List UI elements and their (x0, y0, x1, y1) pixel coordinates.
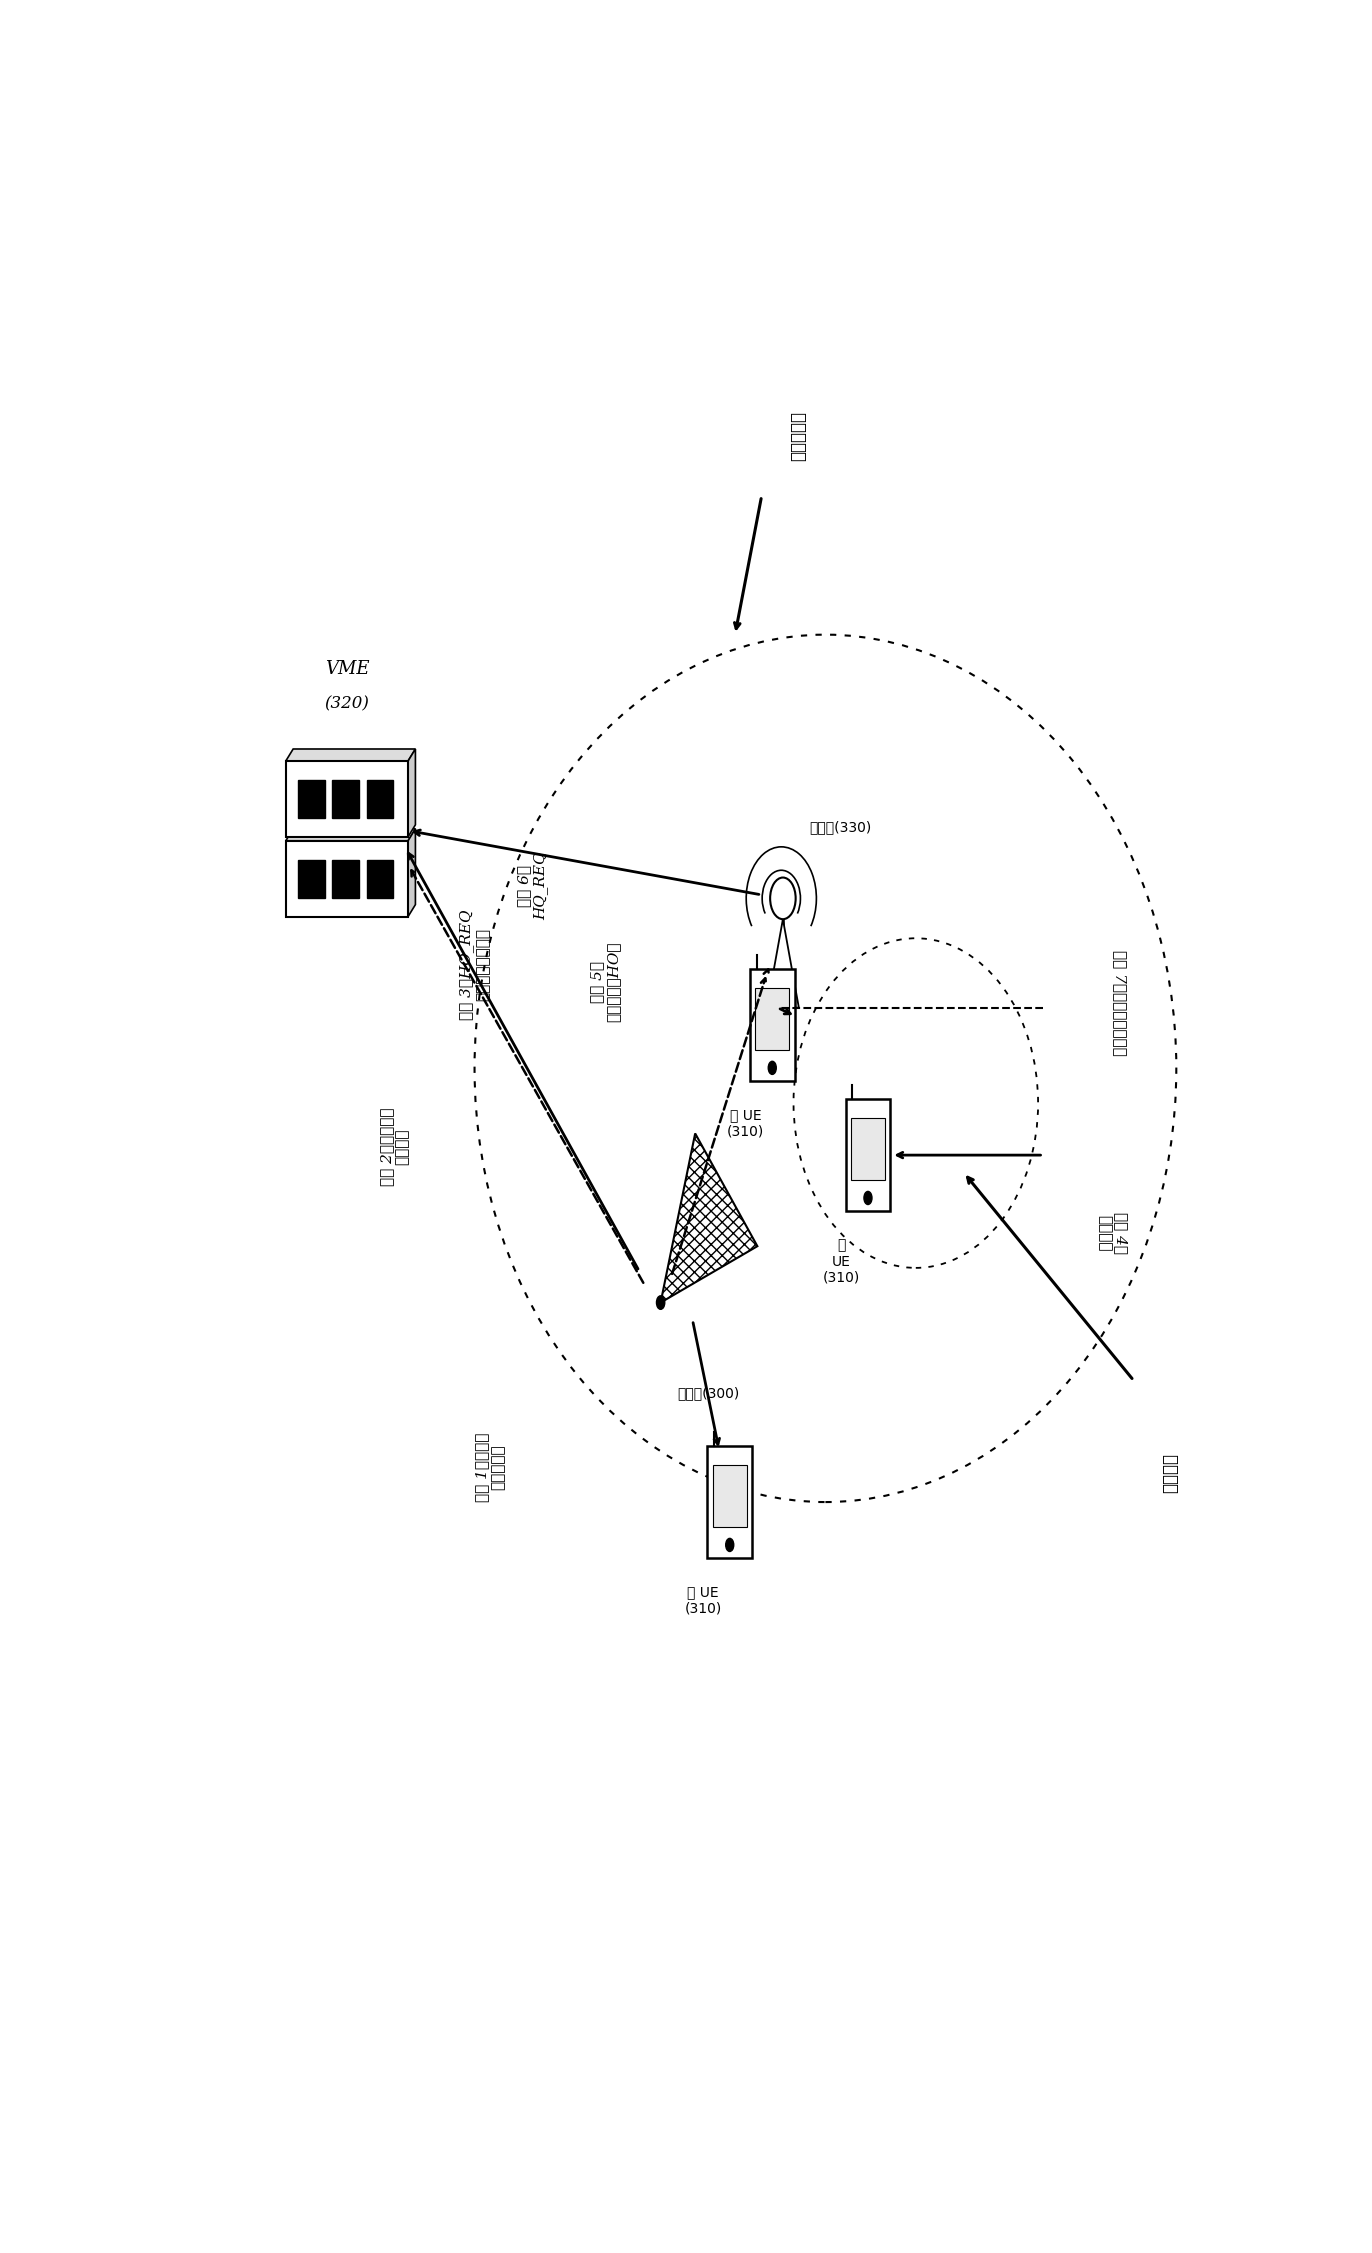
Circle shape (770, 876, 796, 919)
Bar (285, 762, 407, 836)
Text: 宏基站(300): 宏基站(300) (678, 1386, 740, 1399)
Text: 步骤 3：HO_REQ
（原因：消隐开）: 步骤 3：HO_REQ （原因：消隐开） (460, 908, 490, 1021)
Text: 步骤 1：设置两
个报告配置: 步骤 1：设置两 个报告配置 (475, 1433, 506, 1503)
Text: VME: VME (325, 660, 369, 678)
Bar (845, 1099, 890, 1212)
Text: 步骤 4：
开始消隐: 步骤 4： 开始消隐 (1098, 1212, 1128, 1255)
Polygon shape (767, 919, 799, 1007)
Text: 步骤 7：停止切换／消隐: 步骤 7：停止切换／消隐 (1113, 949, 1126, 1054)
Circle shape (656, 1295, 665, 1309)
Bar (750, 969, 794, 1081)
Bar (332, 780, 359, 818)
Text: 消隐触发点: 消隐触发点 (790, 412, 807, 462)
Text: 宏基站(330): 宏基站(330) (809, 820, 871, 834)
Text: 步骤 2：测量报告
（消隐）: 步骤 2：测量报告 （消隐） (380, 1106, 410, 1185)
Bar (298, 780, 325, 818)
Polygon shape (285, 748, 416, 762)
Text: (320): (320) (325, 696, 369, 712)
Circle shape (768, 1061, 777, 1075)
Text: 步骤 6：
HQ_REQ: 步骤 6： HQ_REQ (517, 852, 549, 921)
Polygon shape (407, 829, 416, 917)
Bar (285, 840, 407, 917)
Text: 步骤 5：
测量报告（HO）: 步骤 5： 测量报告（HO） (590, 942, 620, 1023)
Circle shape (726, 1539, 734, 1552)
Text: 宏 UE
(310): 宏 UE (310) (727, 1108, 764, 1138)
Polygon shape (285, 829, 416, 840)
Polygon shape (407, 748, 416, 836)
Bar (708, 1446, 752, 1559)
Circle shape (864, 1192, 873, 1205)
Bar (332, 861, 359, 897)
Bar (851, 1117, 885, 1181)
Bar (756, 989, 789, 1050)
Text: 宏
UE
(310): 宏 UE (310) (823, 1239, 860, 1284)
Bar (366, 780, 394, 818)
Bar (298, 861, 325, 897)
Text: 微微小区: 微微小区 (1162, 1453, 1180, 1494)
Bar (366, 861, 394, 897)
Bar (713, 1464, 746, 1528)
Text: 宏 UE
(310): 宏 UE (310) (685, 1586, 722, 1615)
